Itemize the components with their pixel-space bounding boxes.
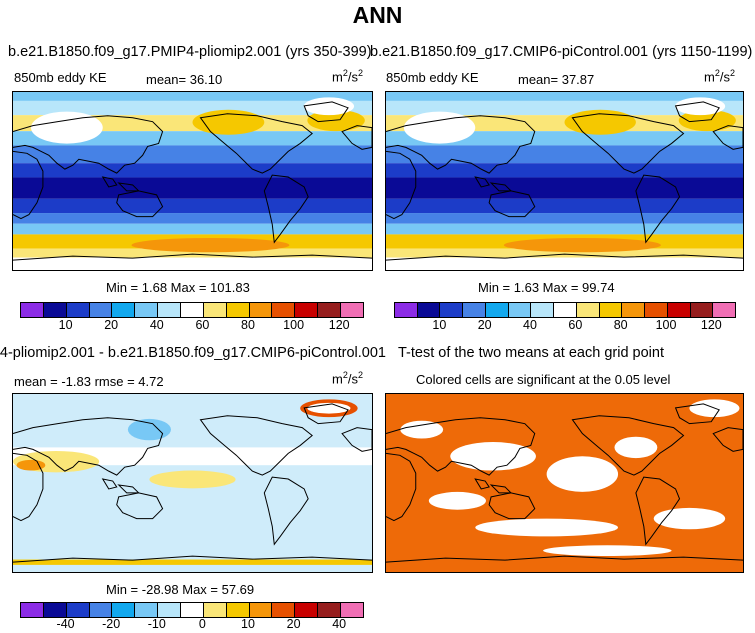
- colorbar-tick-label: 10: [241, 617, 255, 631]
- colorbar-tick-label: 20: [477, 318, 492, 332]
- panel1-map: [12, 91, 373, 271]
- colorbar-tick-label: 100: [283, 318, 305, 332]
- panel3-header: b.e21.B1850.f09_g17.PMIP4-pliomip2.001 -…: [0, 345, 386, 361]
- colorbar-swatch: [667, 303, 691, 317]
- colorbar-swatch: [554, 303, 577, 317]
- colorbar-tick-label: -40: [56, 617, 75, 631]
- colorbar-tick-label: 40: [523, 318, 537, 332]
- colorbar-tick-label: 0: [198, 617, 206, 631]
- panel4-map: [385, 393, 744, 573]
- colorbar-swatch: [690, 303, 714, 317]
- colorbar-swatch: [135, 303, 159, 317]
- colorbar-swatch: [645, 303, 668, 317]
- colorbar-swatch: [203, 303, 227, 317]
- colorbar-swatch: [576, 303, 600, 317]
- colorbar-swatch: [531, 303, 555, 317]
- colorbar-tick-label: 10: [58, 318, 73, 332]
- colorbar-swatch: [508, 303, 532, 317]
- panel4-significance-note: Colored cells are significant at the 0.0…: [416, 372, 671, 387]
- panel2-colorbar-ticks: 10 20 40 60 80 100 120: [394, 318, 734, 334]
- panel2-mean: mean= 37.87: [518, 72, 595, 87]
- panel2-colorbar: [394, 302, 736, 318]
- colorbar-swatch: [395, 303, 418, 317]
- colorbar-swatch: [158, 303, 182, 317]
- colorbar-swatch: [203, 603, 227, 617]
- colorbar-swatch: [713, 303, 736, 317]
- figure-title: ANN: [352, 2, 403, 28]
- colorbar-swatch: [463, 303, 486, 317]
- colorbar-swatch: [485, 303, 509, 317]
- colorbar-swatch: [622, 303, 646, 317]
- colorbar-tick-label: 40: [332, 617, 347, 631]
- colorbar-tick-label: -20: [102, 617, 121, 631]
- colorbar-swatch: [295, 303, 319, 317]
- colorbar-swatch: [318, 303, 342, 317]
- colorbar-swatch: [226, 303, 250, 317]
- colorbar-tick-label: 100: [655, 318, 677, 332]
- colorbar-swatch: [272, 603, 296, 617]
- colorbar-tick-label: 60: [195, 318, 210, 332]
- colorbar-swatch: [89, 303, 113, 317]
- colorbar-swatch: [158, 603, 182, 617]
- colorbar-swatch: [318, 603, 342, 617]
- colorbar-tick-label: -10: [147, 617, 166, 631]
- colorbar-swatch: [249, 303, 273, 317]
- difference-map: [13, 394, 372, 572]
- colorbar-swatch: [43, 303, 67, 317]
- panel2-map: [385, 91, 744, 271]
- colorbar-swatch: [89, 603, 113, 617]
- significance-map: [386, 394, 743, 572]
- panel1-colorbar: [20, 302, 364, 318]
- panel2-units: m2/s2: [704, 68, 735, 85]
- colorbar-tick-label: 80: [241, 318, 255, 332]
- panel3-colorbar: [20, 602, 364, 618]
- colorbar-swatch: [181, 303, 204, 317]
- colorbar-tick-label: 80: [613, 318, 628, 332]
- colorbar-tick-label: 120: [328, 318, 350, 332]
- colorbar-swatch: [181, 603, 204, 617]
- colorbar-swatch: [112, 303, 136, 317]
- colorbar-swatch: [341, 603, 363, 617]
- colorbar-swatch: [66, 303, 90, 317]
- colorbar-tick-label: 120: [700, 318, 722, 332]
- colorbar-swatch: [66, 603, 90, 617]
- colorbar-tick-label: 60: [568, 318, 583, 332]
- colorbar-swatch: [295, 603, 319, 617]
- ke-map-2: [386, 92, 743, 270]
- panel1-units: m2/s2: [332, 68, 363, 85]
- colorbar-swatch: [599, 303, 623, 317]
- colorbar-swatch: [417, 303, 441, 317]
- colorbar-tick-label: 20: [286, 617, 301, 631]
- colorbar-swatch: [21, 603, 44, 617]
- panel1-header: b.e21.B1850.f09_g17.PMIP4-pliomip2.001 (…: [8, 44, 372, 60]
- panel3-units: m2/s2: [332, 370, 363, 387]
- panel3-minmax: Min = -28.98 Max = 57.69: [106, 582, 255, 597]
- colorbar-swatch: [272, 303, 296, 317]
- panel2-minmax: Min = 1.63 Max = 99.74: [478, 280, 615, 295]
- panel3-mean-rmse: mean = -1.83 rmse = 4.72: [14, 374, 164, 389]
- panel2-variable-label: 850mb eddy KE: [386, 70, 479, 85]
- panel3-map: [12, 393, 373, 573]
- colorbar-swatch: [226, 603, 250, 617]
- colorbar-swatch: [112, 603, 136, 617]
- colorbar-swatch: [135, 603, 159, 617]
- colorbar-tick-label: 40: [149, 318, 164, 332]
- colorbar-swatch: [440, 303, 464, 317]
- ke-map-1: [13, 92, 372, 270]
- panel1-minmax: Min = 1.68 Max = 101.83: [106, 280, 250, 295]
- colorbar-swatch: [43, 603, 67, 617]
- colorbar-swatch: [249, 603, 273, 617]
- colorbar-swatch: [21, 303, 44, 317]
- colorbar-swatch: [341, 303, 363, 317]
- panel4-header: T-test of the two means at each grid poi…: [398, 345, 664, 361]
- panel1-variable-label: 850mb eddy KE: [14, 70, 107, 85]
- panel1-colorbar-ticks: 10 20 40 60 80 100 120: [20, 318, 362, 334]
- colorbar-tick-label: 10: [432, 318, 447, 332]
- colorbar-tick-label: 20: [104, 318, 119, 332]
- panel1-mean: mean= 36.10: [146, 72, 223, 87]
- panel2-header: b.e21.B1850.f09_g17.CMIP6-piControl.001 …: [370, 44, 753, 60]
- panel3-colorbar-ticks: -40 -20 -10 0 10 20 40: [20, 617, 362, 633]
